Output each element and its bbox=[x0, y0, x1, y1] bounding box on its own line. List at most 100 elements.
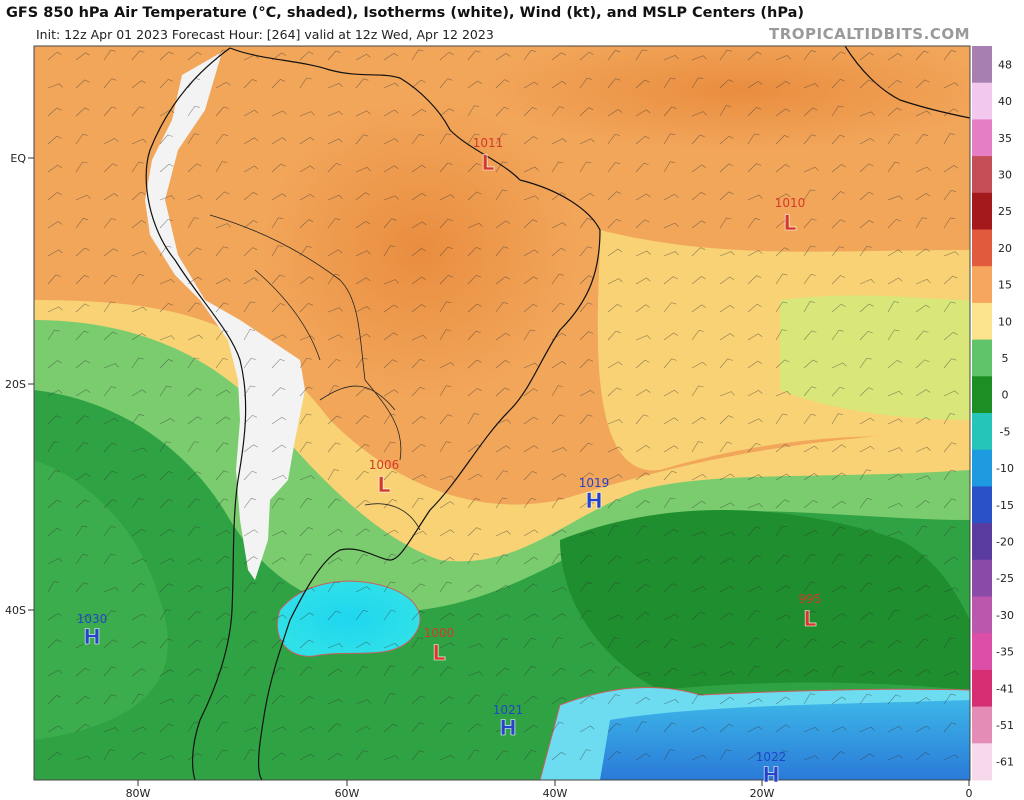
wind-barb bbox=[915, 248, 931, 257]
wind-barb bbox=[75, 107, 90, 117]
wind-barb bbox=[551, 302, 565, 313]
wind-barb bbox=[75, 525, 88, 537]
wind-barb bbox=[355, 192, 370, 201]
wind-barb bbox=[243, 385, 256, 397]
wind-barb bbox=[803, 107, 818, 117]
wind-barb bbox=[747, 303, 762, 313]
wind-barb bbox=[523, 219, 538, 229]
wind-barb bbox=[383, 693, 396, 705]
wind-barb bbox=[523, 445, 539, 453]
wind-barb bbox=[439, 362, 455, 369]
wind-barb bbox=[103, 49, 116, 61]
wind-barb bbox=[663, 161, 676, 173]
wind-barb bbox=[411, 750, 425, 761]
wind-barb bbox=[943, 442, 957, 453]
wind-barb bbox=[47, 51, 62, 61]
wind-barb bbox=[775, 135, 790, 145]
wind-barb bbox=[523, 195, 539, 201]
wind-barb bbox=[299, 335, 315, 341]
wind-barb bbox=[663, 106, 677, 117]
wind-barb bbox=[243, 329, 256, 341]
wind-barb bbox=[103, 163, 118, 173]
wind-barb bbox=[607, 304, 622, 313]
wind-barb bbox=[103, 137, 119, 145]
wind-barb bbox=[187, 163, 202, 173]
wind-barb bbox=[523, 166, 539, 173]
wind-barb bbox=[75, 442, 89, 453]
colorbar-segment bbox=[972, 413, 992, 451]
wind-barb bbox=[299, 696, 314, 705]
wind-barb bbox=[747, 133, 760, 145]
pressure-letter: H bbox=[83, 625, 101, 649]
wind-barb bbox=[607, 162, 621, 173]
wind-barb bbox=[299, 302, 314, 313]
wind-barb bbox=[355, 750, 369, 761]
wind-barb bbox=[523, 276, 538, 285]
wind-barb bbox=[47, 669, 63, 677]
coastline-west bbox=[145, 47, 247, 780]
wind-barb bbox=[411, 443, 426, 453]
wind-barb bbox=[691, 556, 706, 565]
wind-barb bbox=[243, 414, 258, 425]
wind-barb bbox=[719, 749, 732, 761]
wind-barb bbox=[411, 108, 427, 117]
wind-barb bbox=[859, 693, 872, 705]
wind-barb bbox=[131, 389, 147, 397]
wind-barb bbox=[215, 49, 228, 61]
wind-barb bbox=[859, 554, 873, 565]
wind-barb bbox=[355, 470, 369, 481]
pressure-center-low-1006: 1006 L bbox=[369, 458, 400, 497]
wind-barb bbox=[775, 696, 791, 705]
wind-barb bbox=[551, 273, 564, 285]
wind-barb bbox=[887, 726, 903, 733]
wind-barb bbox=[915, 669, 931, 677]
wind-barb bbox=[131, 357, 144, 369]
wind-barb bbox=[439, 162, 453, 173]
pressure-value: 1000 bbox=[424, 626, 455, 640]
wind-barb bbox=[215, 529, 231, 537]
wind-barb bbox=[159, 528, 175, 537]
wind-barb bbox=[775, 193, 791, 201]
wind-barb bbox=[635, 277, 651, 285]
wind-barb bbox=[747, 753, 763, 761]
wind-barb bbox=[663, 77, 676, 89]
wind-barb bbox=[215, 357, 228, 369]
wind-barb bbox=[299, 441, 312, 453]
wind-barb bbox=[551, 473, 567, 481]
wind-barb bbox=[187, 387, 202, 397]
wind-barb bbox=[467, 274, 482, 285]
wind-barb bbox=[439, 722, 453, 733]
wind-barb bbox=[47, 527, 62, 537]
wind-barb bbox=[775, 499, 790, 509]
wind-barb bbox=[943, 754, 959, 761]
wind-barb bbox=[495, 584, 511, 593]
wind-barb bbox=[271, 217, 284, 229]
wind-barb bbox=[439, 78, 453, 89]
wind-barb bbox=[439, 51, 454, 61]
wind-barb bbox=[271, 79, 286, 89]
colorbar-segment bbox=[972, 82, 992, 120]
wind-barb bbox=[215, 191, 230, 201]
wind-barb bbox=[131, 668, 146, 677]
pressure-letter: L bbox=[377, 473, 390, 497]
wind-barb bbox=[635, 753, 651, 761]
pressure-center-high-1022: 1022 H bbox=[756, 750, 787, 787]
wind-barb bbox=[243, 301, 256, 313]
wind-barb bbox=[523, 388, 538, 397]
wind-barb bbox=[943, 670, 959, 677]
wind-barb bbox=[579, 138, 595, 145]
wind-barb bbox=[271, 110, 287, 117]
wind-barb bbox=[103, 694, 117, 705]
wind-barb bbox=[467, 584, 482, 593]
wind-barb bbox=[187, 357, 200, 369]
wind-barb bbox=[579, 414, 593, 425]
wind-barb bbox=[75, 473, 91, 481]
wind-barb bbox=[271, 52, 287, 61]
wind-barb bbox=[467, 473, 483, 481]
wind-barb bbox=[103, 386, 117, 397]
wind-barb bbox=[215, 695, 230, 705]
wind-barb bbox=[831, 329, 844, 341]
wind-barb bbox=[75, 667, 90, 677]
wind-barb bbox=[579, 218, 593, 229]
wind-barb bbox=[187, 276, 203, 285]
